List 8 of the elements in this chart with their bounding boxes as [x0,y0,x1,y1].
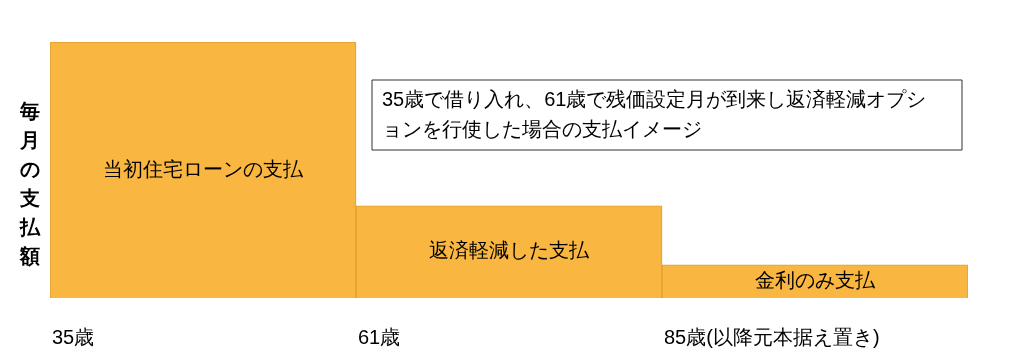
annotation: 35歳で借り入れ、61歳で残価設定月が到来し返済軽減オプションを行使した場合の支払イメージ [382,87,927,140]
x-tick-label: 61歳 [358,325,401,348]
annotation: 当初住宅ローンの支払 [103,157,304,180]
annotation: 返済軽減した支払 [429,239,590,262]
y-axis-title: 毎月の支払額 [19,100,41,268]
annotation: 金利のみ支払 [755,268,876,291]
x-tick-label: 35歳 [52,325,95,348]
x-tick-label: 85歳(以降元本据え置き) [664,325,880,348]
